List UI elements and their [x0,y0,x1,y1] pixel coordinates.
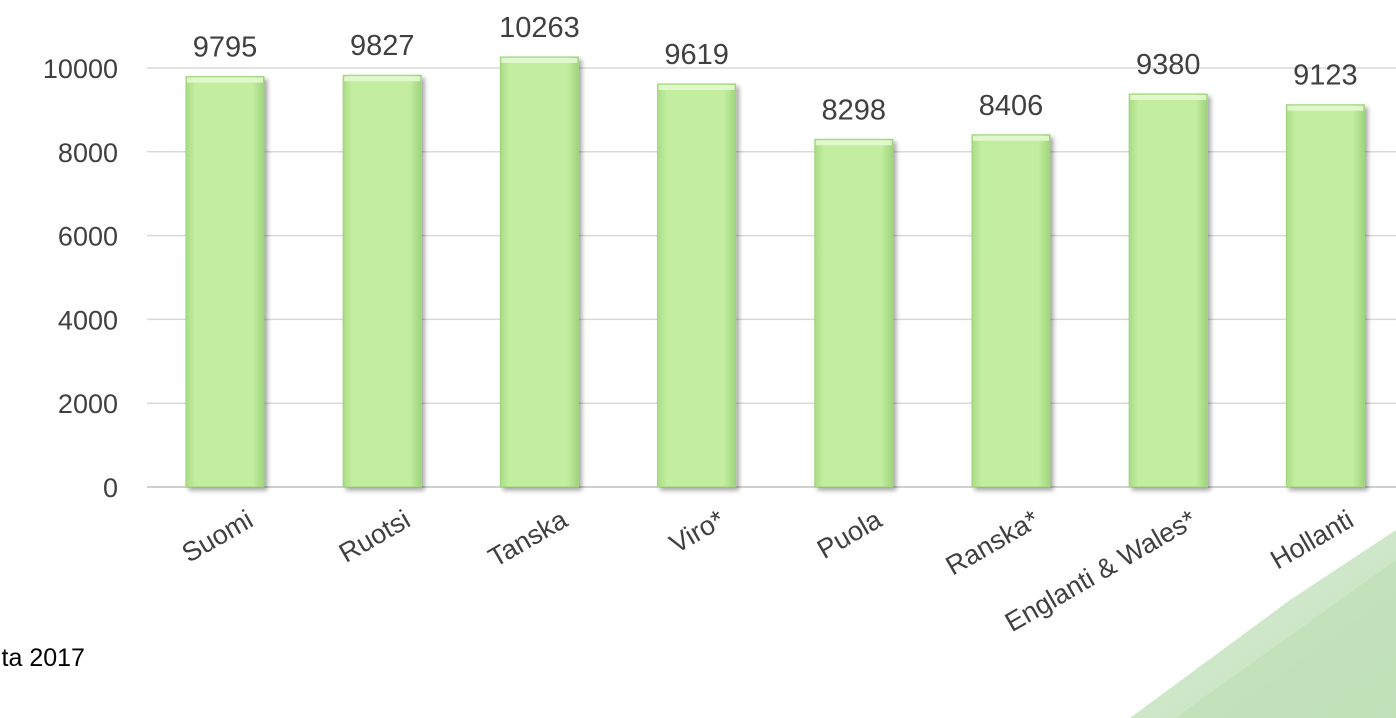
y-tick-label: 10000 [43,54,118,84]
bar-4 [814,138,894,488]
category-label: Suomi [177,504,258,568]
y-tick-label: 6000 [58,222,118,252]
y-tick-label: 0 [103,473,118,503]
bar [657,83,737,488]
corner-accent-shape-inner [1175,560,1396,718]
bar [499,56,579,488]
category-label: Ranska* [941,504,1045,581]
bar [1128,93,1208,488]
bar-1 [342,74,422,488]
footnote: lta 2017 [0,644,85,672]
y-tick-label: 2000 [58,389,118,419]
gridlines [147,67,1396,488]
y-tick-label: 4000 [58,305,118,335]
category-label: Viro* [664,504,730,559]
bar-5 [971,134,1051,488]
category-label: Puola [812,504,888,565]
bar-highlight [187,77,263,83]
category-label: Tanska [483,504,573,573]
corner-decoration [1130,530,1396,718]
bar [342,74,422,488]
x-axis-categories: Suomi Ruotsi Tanska Viro* Puola Ranska*Englan… [177,504,1359,638]
bar [185,76,265,488]
bar [814,138,894,488]
data-labels: 9795 9827 10263 9619 8298 8406 9380 9123 [193,12,1358,126]
bar-0 [185,76,265,488]
data-label: 9619 [664,39,729,71]
data-label: 8298 [822,94,887,126]
bar-highlight [501,57,578,63]
bar-highlight [1287,105,1364,111]
bar-highlight [344,76,421,82]
bar [971,134,1051,488]
bar-7 [1285,104,1365,488]
data-label: 9380 [1136,49,1201,81]
bar-highlight [815,140,892,146]
bar-highlight [1130,94,1207,100]
data-label: 9123 [1293,60,1358,92]
bars [185,56,1365,488]
bar [1285,104,1365,488]
category-label: Ruotsi [334,504,415,568]
bar-highlight [973,135,1049,141]
bar-3 [657,83,737,488]
bar-highlight [658,84,735,90]
data-label: 8406 [979,90,1044,122]
data-label: 10263 [499,12,580,44]
data-label: 9827 [350,30,415,62]
y-axis-ticks: 0 2000 4000 6000 8000 10000 [43,54,118,503]
bar-2 [499,56,579,488]
data-label: 9795 [193,32,258,64]
bar-6 [1128,93,1208,488]
y-tick-label: 8000 [58,138,118,168]
